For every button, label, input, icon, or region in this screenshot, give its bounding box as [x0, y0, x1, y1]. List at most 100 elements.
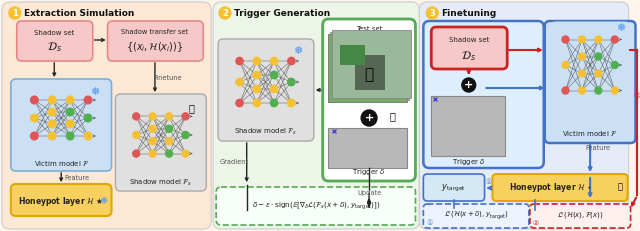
- Circle shape: [132, 131, 140, 139]
- Text: Honeypot layer $\mathcal{H}$ $\star$: Honeypot layer $\mathcal{H}$ $\star$: [509, 180, 593, 194]
- Text: Shadow transfer set: Shadow transfer set: [122, 29, 189, 35]
- Text: 🔥: 🔥: [189, 103, 195, 113]
- Circle shape: [67, 108, 74, 116]
- Circle shape: [236, 57, 243, 65]
- Text: ❅: ❅: [616, 23, 626, 33]
- Circle shape: [182, 150, 189, 157]
- Text: Honeypot layer $\mathcal{H}$ $\bigstar$: Honeypot layer $\mathcal{H}$ $\bigstar$: [19, 195, 104, 207]
- FancyBboxPatch shape: [492, 174, 628, 201]
- Text: 3: 3: [429, 9, 435, 18]
- Circle shape: [611, 87, 618, 94]
- Circle shape: [84, 132, 92, 140]
- Text: $\mathcal{L}'(\mathcal{H}(x+\delta), y_{\rm target})$: $\mathcal{L}'(\mathcal{H}(x+\delta), y_{…: [444, 210, 509, 222]
- FancyBboxPatch shape: [17, 21, 93, 61]
- Circle shape: [253, 99, 260, 107]
- Text: 1: 1: [12, 9, 18, 18]
- Text: $\{(x_i, \mathcal{H}(x_i))\}$: $\{(x_i, \mathcal{H}(x_i))\}$: [126, 40, 184, 54]
- FancyBboxPatch shape: [108, 21, 204, 61]
- Circle shape: [149, 150, 156, 157]
- Circle shape: [132, 113, 140, 120]
- Text: ❅: ❅: [293, 46, 303, 56]
- Circle shape: [288, 78, 295, 86]
- Text: $\mathcal{D}_s$: $\mathcal{D}_s$: [47, 40, 61, 54]
- Circle shape: [149, 138, 156, 145]
- Text: Trigger $\delta$: Trigger $\delta$: [353, 167, 386, 177]
- Circle shape: [132, 150, 140, 157]
- Circle shape: [182, 113, 189, 120]
- Text: Gradient: Gradient: [220, 159, 248, 165]
- Circle shape: [595, 87, 602, 94]
- Circle shape: [166, 150, 173, 157]
- Text: Victim model $\mathcal{F}$: Victim model $\mathcal{F}$: [563, 128, 618, 137]
- FancyBboxPatch shape: [122, 103, 200, 167]
- Text: Trigger Generation: Trigger Generation: [234, 9, 330, 18]
- FancyBboxPatch shape: [216, 187, 415, 225]
- Text: ②: ②: [532, 220, 539, 226]
- Text: Update: Update: [357, 190, 381, 196]
- Text: $\mathcal{L}'(\mathcal{H}(x), \mathcal{F}(x))$: $\mathcal{L}'(\mathcal{H}(x), \mathcal{F…: [557, 210, 604, 222]
- Circle shape: [49, 108, 56, 116]
- Circle shape: [84, 96, 92, 104]
- FancyBboxPatch shape: [19, 87, 104, 149]
- Circle shape: [49, 120, 56, 128]
- Circle shape: [579, 53, 586, 60]
- FancyBboxPatch shape: [423, 204, 529, 228]
- Circle shape: [595, 36, 602, 43]
- Circle shape: [31, 114, 38, 122]
- Bar: [355, 55, 385, 90]
- Text: Feature: Feature: [586, 145, 611, 151]
- FancyBboxPatch shape: [431, 27, 508, 69]
- Circle shape: [84, 114, 92, 122]
- Text: Feature: Feature: [65, 175, 90, 181]
- Circle shape: [288, 57, 295, 65]
- Text: 🔥: 🔥: [390, 111, 396, 121]
- Circle shape: [253, 71, 260, 79]
- Circle shape: [253, 57, 260, 65]
- Bar: [431, 96, 505, 156]
- Text: Shadow model $\mathcal{F}_s$: Shadow model $\mathcal{F}_s$: [234, 127, 297, 137]
- FancyBboxPatch shape: [224, 46, 307, 118]
- Circle shape: [219, 7, 231, 19]
- FancyBboxPatch shape: [11, 79, 111, 171]
- Bar: [328, 34, 406, 102]
- Text: ②: ②: [634, 91, 640, 100]
- FancyBboxPatch shape: [423, 21, 544, 168]
- Circle shape: [462, 78, 476, 92]
- Circle shape: [166, 138, 173, 145]
- Circle shape: [166, 113, 173, 120]
- Circle shape: [611, 36, 618, 43]
- Text: Test set: Test set: [356, 26, 382, 32]
- FancyBboxPatch shape: [419, 2, 628, 229]
- Text: 🐦: 🐦: [365, 67, 374, 82]
- FancyBboxPatch shape: [11, 184, 111, 216]
- Circle shape: [271, 85, 278, 93]
- Text: Finetune: Finetune: [154, 75, 182, 81]
- FancyBboxPatch shape: [213, 2, 419, 229]
- Circle shape: [67, 120, 74, 128]
- Text: Victim model $\mathcal{F}$: Victim model $\mathcal{F}$: [33, 158, 89, 167]
- Circle shape: [562, 87, 569, 94]
- FancyBboxPatch shape: [423, 174, 484, 201]
- Text: ①: ①: [485, 179, 492, 185]
- Circle shape: [149, 113, 156, 120]
- Circle shape: [579, 36, 586, 43]
- Text: +: +: [464, 80, 474, 90]
- Circle shape: [182, 131, 189, 139]
- Circle shape: [562, 36, 569, 43]
- Text: 🔥: 🔥: [617, 182, 622, 191]
- Text: Extraction Simulation: Extraction Simulation: [24, 9, 134, 18]
- Text: +: +: [364, 113, 374, 123]
- Circle shape: [611, 61, 618, 69]
- Circle shape: [579, 70, 586, 77]
- FancyBboxPatch shape: [530, 204, 630, 228]
- Text: $\mathcal{D}_s$: $\mathcal{D}_s$: [461, 49, 476, 63]
- Circle shape: [236, 78, 243, 86]
- FancyBboxPatch shape: [550, 21, 630, 109]
- Circle shape: [271, 57, 278, 65]
- Circle shape: [253, 85, 260, 93]
- Circle shape: [562, 61, 569, 69]
- Circle shape: [361, 110, 377, 126]
- Text: Shadow model $\mathcal{F}_s$: Shadow model $\mathcal{F}_s$: [129, 178, 193, 188]
- Bar: [332, 30, 410, 98]
- Circle shape: [271, 71, 278, 79]
